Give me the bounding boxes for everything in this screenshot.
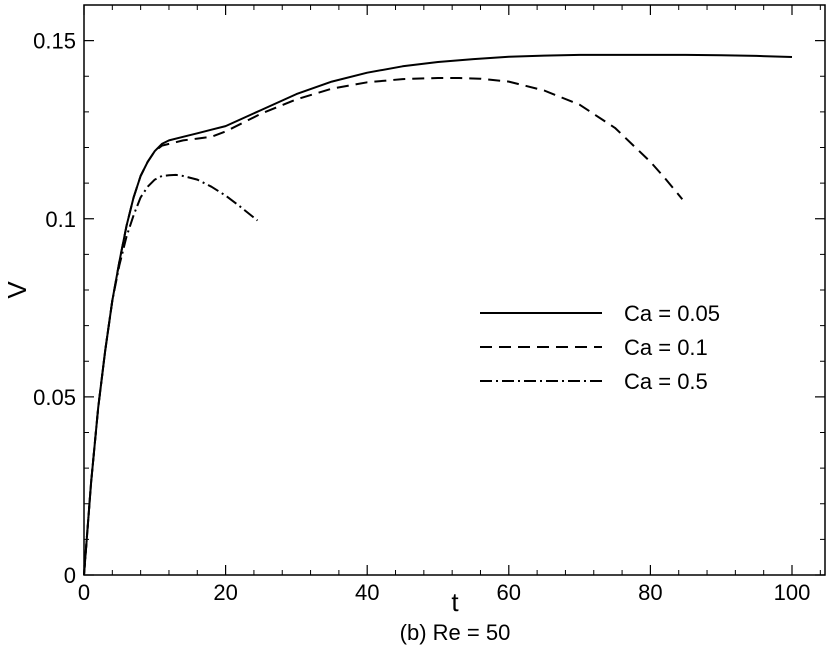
y-tick-label: 0.15 <box>33 29 76 54</box>
series-layer <box>83 53 793 576</box>
y-axis-ticks: 0 0.05 0.1 0.15 <box>33 29 825 588</box>
y-axis-title: V <box>2 281 32 299</box>
x-minor-ticks <box>111 5 821 575</box>
y-tick-label: 0 <box>64 563 76 588</box>
x-axis-title: t <box>451 587 459 617</box>
x-tick-label: 100 <box>774 580 811 605</box>
x-tick-label: 80 <box>638 580 662 605</box>
legend-label: Ca = 0.5 <box>624 369 708 394</box>
y-tick-label: 0.1 <box>45 207 76 232</box>
x-tick-label: 60 <box>497 580 521 605</box>
x-axis-ticks: 0 20 40 60 80 100 <box>78 5 810 605</box>
series-line-dashed <box>83 77 684 576</box>
legend-label: Ca = 0.05 <box>624 301 720 326</box>
x-tick-label: 0 <box>78 580 90 605</box>
x-tick-label: 40 <box>355 580 379 605</box>
legend-label: Ca = 0.1 <box>624 335 708 360</box>
y-minor-ticks <box>84 4 825 540</box>
plot-frame <box>83 4 826 576</box>
figure-caption: (b) Re = 50 <box>400 620 511 645</box>
y-tick-label: 0.05 <box>33 385 76 410</box>
x-tick-label: 20 <box>213 580 237 605</box>
legend: Ca = 0.05 Ca = 0.1 Ca = 0.5 <box>480 301 720 394</box>
series-line-dashdot <box>83 173 259 576</box>
